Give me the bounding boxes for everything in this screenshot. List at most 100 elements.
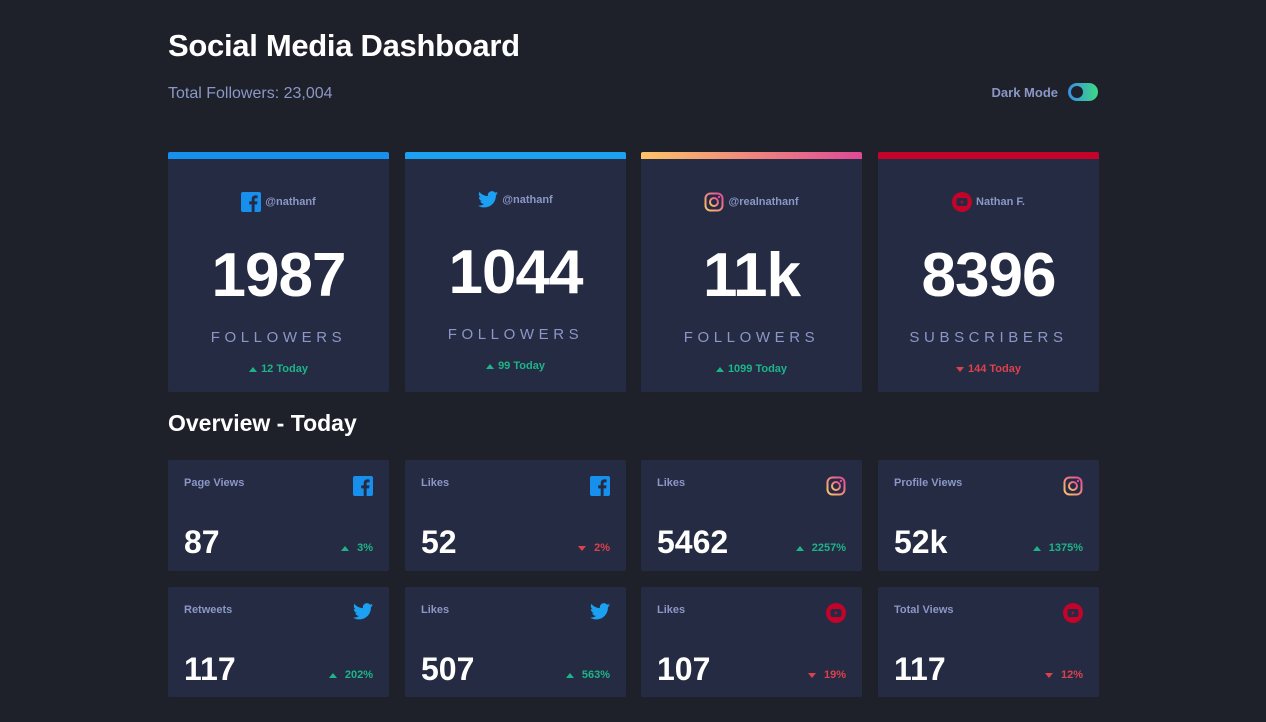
twitter-icon xyxy=(590,603,610,620)
metric-change-text: 1375% xyxy=(1048,542,1083,554)
subscriber-label: SUBSCRIBERS xyxy=(909,329,1068,346)
facebook-followers-card[interactable]: @nathanf 1987 FOLLOWERS 12 Today xyxy=(168,152,389,392)
follower-label: FOLLOWERS xyxy=(210,329,347,346)
today-change: 12 Today xyxy=(168,363,389,375)
metric-change-text: 202% xyxy=(344,669,373,681)
metric-value: 117 xyxy=(894,651,946,687)
metric-value: 107 xyxy=(657,651,711,687)
metric-change: 3% xyxy=(341,542,373,554)
arrow-up-icon xyxy=(1032,545,1041,551)
facebook-icon xyxy=(590,476,610,496)
followers-cards: @nathanf 1987 FOLLOWERS 12 Today @nathan… xyxy=(168,152,1099,392)
dashboard-page: Social Media Dashboard Total Followers: … xyxy=(168,0,1099,722)
twitter-icon xyxy=(353,603,373,620)
metric-change: 2257% xyxy=(795,542,846,554)
dark-mode-switch[interactable] xyxy=(1068,83,1098,101)
follower-label: FOLLOWERS xyxy=(447,326,584,343)
metric-value: 52 xyxy=(421,524,457,560)
overview-card-twitter-retweets[interactable]: Retweets 117 202% xyxy=(168,587,389,697)
metric-change-text: 3% xyxy=(357,542,373,554)
handle: @nathanf xyxy=(265,196,316,208)
switch-knob xyxy=(1071,86,1083,98)
metric-change: 19% xyxy=(807,669,846,681)
instagram-icon xyxy=(704,192,724,212)
instagram-icon xyxy=(826,476,846,496)
follower-label: FOLLOWERS xyxy=(683,329,820,346)
handle-row: @nathanf xyxy=(405,191,626,208)
dark-mode-toggle-group: Dark Mode xyxy=(992,83,1098,101)
metric-value: 5462 xyxy=(657,524,729,560)
overview-title: Overview - Today xyxy=(168,410,357,436)
card-top-bar xyxy=(405,152,626,159)
arrow-up-icon xyxy=(328,672,337,678)
metric-change-text: 2257% xyxy=(811,542,846,554)
metric-label: Likes xyxy=(421,477,450,489)
card-top-bar xyxy=(641,152,862,159)
youtube-subscribers-card[interactable]: Nathan F. 8396 SUBSCRIBERS 144 Today xyxy=(878,152,1099,392)
overview-card-youtube-likes[interactable]: Likes 107 19% xyxy=(641,587,862,697)
overview-card-instagram-profile-views[interactable]: Profile Views 52k 1375% xyxy=(878,460,1099,571)
today-change-text: 12 Today xyxy=(261,363,308,375)
metric-change: 12% xyxy=(1044,669,1083,681)
handle-row: @realnathanf xyxy=(641,192,862,212)
overview-card-twitter-likes[interactable]: Likes 507 563% xyxy=(405,587,626,697)
metric-label: Likes xyxy=(657,477,686,489)
arrow-up-icon xyxy=(249,366,258,372)
arrow-down-icon xyxy=(1044,672,1053,678)
metric-change-text: 2% xyxy=(594,542,610,554)
metric-change-text: 563% xyxy=(581,669,610,681)
total-followers: Total Followers: 23,004 xyxy=(168,85,333,102)
follower-count: 11k xyxy=(702,241,801,310)
arrow-up-icon xyxy=(715,366,724,372)
twitter-followers-card[interactable]: @nathanf 1044 FOLLOWERS 99 Today xyxy=(405,152,626,392)
metric-change-text: 19% xyxy=(823,669,846,681)
overview-card-facebook-page-views[interactable]: Page Views 87 3% xyxy=(168,460,389,571)
metric-change: 563% xyxy=(565,669,610,681)
metric-label: Page Views xyxy=(184,477,245,489)
card-top-bar xyxy=(168,152,389,159)
metric-value: 52k xyxy=(894,524,948,560)
card-top-bar xyxy=(878,152,1099,159)
metric-label: Retweets xyxy=(184,604,233,616)
facebook-icon xyxy=(353,476,373,496)
handle-row: Nathan F. xyxy=(878,192,1099,212)
metric-change-text: 12% xyxy=(1060,669,1083,681)
arrow-down-icon xyxy=(807,672,816,678)
arrow-down-icon xyxy=(578,545,587,551)
arrow-up-icon xyxy=(565,672,574,678)
facebook-icon xyxy=(241,192,262,212)
follower-count: 1044 xyxy=(448,238,584,307)
metric-change: 1375% xyxy=(1032,542,1083,554)
overview-card-youtube-total-views[interactable]: Total Views 117 12% xyxy=(878,587,1099,697)
overview-card-facebook-likes[interactable]: Likes 52 2% xyxy=(405,460,626,571)
youtube-icon xyxy=(1063,603,1083,623)
instagram-icon xyxy=(1063,476,1083,496)
today-change-text: 1099 Today xyxy=(727,363,788,375)
metric-value: 87 xyxy=(184,524,220,560)
metric-label: Profile Views xyxy=(894,477,963,489)
instagram-followers-card[interactable]: @realnathanf 11k FOLLOWERS 1099 Today xyxy=(641,152,862,392)
today-change: 144 Today xyxy=(878,363,1099,375)
handle-row: @nathanf xyxy=(168,192,389,212)
youtube-icon xyxy=(952,192,973,212)
metric-value: 117 xyxy=(184,651,236,687)
today-change-text: 99 Today xyxy=(498,360,545,372)
subscriber-count: 8396 xyxy=(921,241,1057,310)
metric-value: 507 xyxy=(421,651,475,687)
twitter-icon xyxy=(478,191,499,208)
metric-label: Total Views xyxy=(894,604,954,616)
page-title: Social Media Dashboard xyxy=(168,28,520,63)
metric-label: Likes xyxy=(657,604,686,616)
overview-card-instagram-likes[interactable]: Likes 5462 2257% xyxy=(641,460,862,571)
metric-change: 2% xyxy=(578,542,610,554)
arrow-up-icon xyxy=(795,545,804,551)
arrow-up-icon xyxy=(341,545,350,551)
handle: @realnathanf xyxy=(728,196,799,208)
today-change-text: 144 Today xyxy=(968,363,1021,375)
youtube-icon xyxy=(826,603,846,623)
metric-label: Likes xyxy=(421,604,450,616)
today-change: 1099 Today xyxy=(641,363,862,375)
dark-mode-label: Dark Mode xyxy=(991,84,1058,100)
handle: @nathanf xyxy=(502,193,553,206)
arrow-up-icon xyxy=(486,363,495,369)
